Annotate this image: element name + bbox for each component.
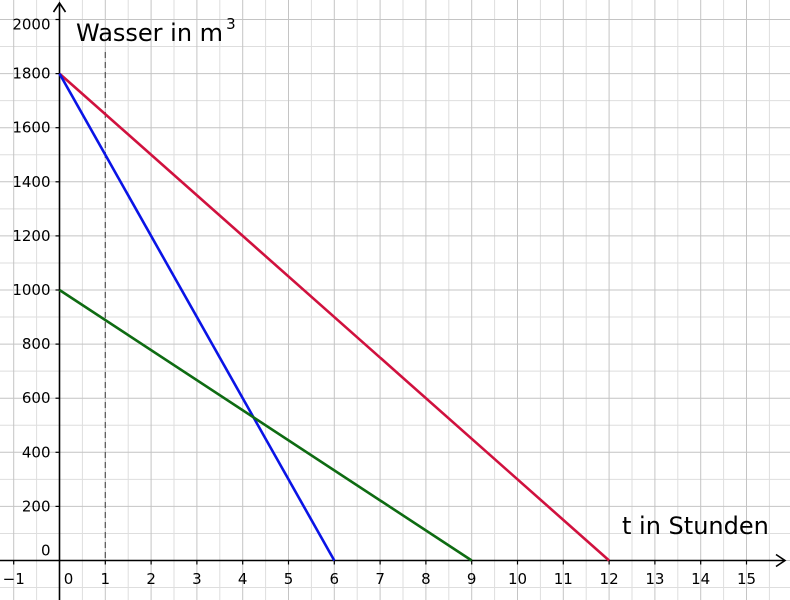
x-tick-label: 5	[284, 570, 294, 588]
y-tick-label: 1400	[12, 173, 50, 191]
x-tick-label: 11	[554, 570, 573, 588]
x-tick-label: 3	[192, 570, 202, 588]
x-tick-label: 15	[737, 570, 756, 588]
series-line-3	[58, 288, 473, 562]
x-tick-labels: −1 0 1 2 3 4 5 6 7 8 9 10 11 12 13 14 15	[3, 570, 756, 588]
x-tick-label: 8	[421, 570, 431, 588]
x-tick-label: 9	[467, 570, 477, 588]
series-group	[58, 72, 610, 562]
x-tick-label: 10	[508, 570, 527, 588]
y-tick-label: 600	[22, 389, 51, 407]
y-tick-label: 1800	[12, 65, 50, 83]
y-tick-label: 1200	[12, 227, 50, 245]
y-tick-label: 400	[22, 443, 51, 461]
y-tick-label: 800	[22, 335, 51, 353]
x-tick-label: 7	[375, 570, 385, 588]
y-tick-labels: 0 200 400 600 800 1000 1200 1400 1600 1800 2000	[12, 16, 50, 560]
x-tick-label: −1	[3, 570, 25, 588]
series-line-1	[58, 72, 610, 562]
x-tick-label: 0	[64, 570, 74, 588]
x-tick-label: 2	[146, 570, 156, 588]
x-tick-label: 13	[645, 570, 664, 588]
y-tick-label: 2000	[12, 16, 50, 34]
y-tick-label: 1600	[12, 119, 50, 137]
series-line-2	[58, 72, 336, 562]
x-tick-label: 12	[600, 570, 619, 588]
x-tick-label: 4	[238, 570, 248, 588]
x-tick-label: 1	[101, 570, 111, 588]
x-tick-label: 14	[691, 570, 710, 588]
x-axis-title: t in Stunden	[622, 512, 769, 540]
y-tick-label: 0	[41, 542, 51, 560]
x-axis-arrow	[775, 553, 787, 568]
y-tick-label: 1000	[12, 281, 50, 299]
y-tick-label: 200	[22, 497, 51, 515]
y-axis-arrow	[52, 1, 67, 13]
x-tick-label: 6	[330, 570, 340, 588]
